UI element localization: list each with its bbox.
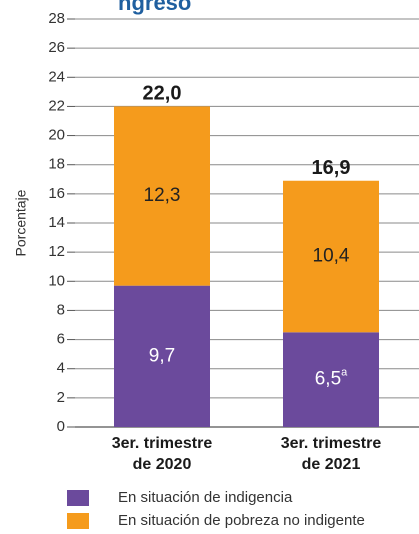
legend-swatch-indigencia: [67, 489, 89, 506]
data-label: 9,7: [149, 345, 175, 366]
legend-item-indigencia: En situación de indigencia: [67, 486, 365, 509]
data-label: 10,4: [313, 246, 350, 267]
chart-title-fragment: ngreso: [118, 0, 191, 15]
legend: En situación de indigencia En situación …: [67, 486, 365, 532]
bar-total-label: 16,9: [312, 157, 351, 179]
bar-segment: [114, 106, 210, 286]
x-category-label: de 2020: [133, 456, 192, 473]
legend-item-pobreza: En situación de pobreza no indigente: [67, 509, 365, 532]
bar-total-label: 22,0: [143, 83, 182, 105]
y-tick-label: 8: [57, 301, 65, 318]
legend-label-pobreza: En situación de pobreza no indigente: [118, 512, 365, 529]
bar-segment: [114, 285, 210, 427]
y-tick-label: 20: [48, 127, 65, 144]
x-category-label: 3er. trimestre: [281, 435, 382, 452]
y-tick-label: 28: [48, 10, 65, 27]
legend-label-indigencia: En situación de indigencia: [118, 489, 293, 506]
x-category-label: de 2021: [302, 456, 361, 473]
y-tick-label: 26: [48, 39, 65, 56]
y-tick-label: 18: [48, 156, 65, 173]
y-tick-label: 12: [48, 243, 65, 260]
y-tick-label: 10: [48, 272, 65, 289]
y-tick-label: 16: [48, 185, 65, 202]
data-label: 12,3: [144, 185, 181, 206]
y-tick-label: 0: [57, 418, 65, 435]
bar-segment: [283, 332, 379, 427]
bar-segment: [283, 180, 379, 333]
data-label: 6,5a: [315, 367, 348, 390]
y-tick-label: 4: [57, 360, 65, 377]
bars: 9,7 12,3 22,0 6,5a 10,4 16,9: [114, 83, 379, 427]
y-tick-label: 24: [48, 68, 65, 85]
legend-swatch-pobreza: [67, 512, 89, 529]
y-axis-label: Porcentaje: [13, 189, 29, 256]
y-tick-label: 2: [57, 389, 65, 406]
x-category-label: 3er. trimestre: [112, 435, 213, 452]
y-tick-label: 22: [48, 97, 65, 114]
x-axis-categories: 3er. trimestre de 2020 3er. trimestre de 20…: [112, 435, 382, 473]
y-tick-label: 6: [57, 331, 65, 348]
y-tick-label: 14: [48, 214, 65, 231]
